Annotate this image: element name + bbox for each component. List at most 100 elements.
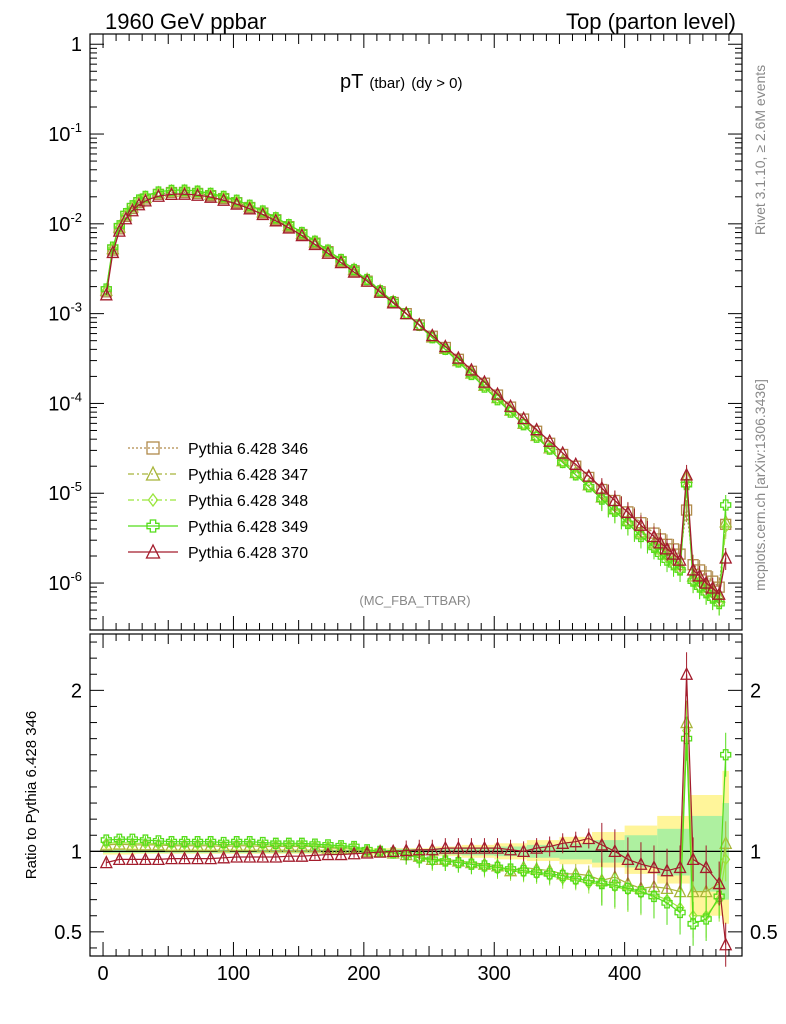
data-point	[178, 184, 191, 196]
data-point	[680, 504, 693, 516]
ratio-point	[595, 837, 609, 851]
ratio-point	[530, 840, 544, 854]
data-point	[608, 493, 622, 507]
ratio-point	[465, 858, 478, 870]
ratio-point	[503, 842, 518, 856]
data-point	[706, 580, 720, 594]
ratio-series-1	[99, 700, 733, 914]
data-point	[544, 443, 556, 455]
data-point	[660, 541, 674, 555]
ratio-point	[165, 836, 178, 848]
data-point	[477, 374, 492, 388]
data-point	[503, 398, 518, 412]
ratio-point	[686, 851, 700, 866]
ratio-point	[634, 856, 648, 870]
data-point	[373, 284, 387, 298]
y-tick-label-base: 10	[48, 573, 70, 595]
data-point	[596, 493, 608, 505]
data-point	[557, 456, 569, 469]
data-point	[243, 201, 257, 215]
ratio-point	[99, 855, 113, 869]
ratio-point	[700, 913, 712, 925]
legend-label: Pythia 6.428 347	[188, 467, 308, 484]
x-tick-label: 100	[217, 963, 250, 985]
series-line	[105, 189, 727, 605]
ratio-point	[426, 853, 438, 866]
ratio-point	[204, 851, 218, 865]
ratio-point	[544, 868, 556, 880]
data-point	[177, 186, 192, 200]
ratio-point	[719, 937, 733, 951]
ratio-point	[244, 836, 256, 848]
ratio-series-4	[99, 652, 733, 967]
ratio-point	[647, 859, 661, 874]
ratio-point	[439, 855, 451, 867]
ratio-point	[191, 836, 204, 848]
data-point	[634, 517, 648, 531]
ratio-point	[661, 897, 673, 909]
data-point	[282, 220, 296, 234]
ratio-point	[374, 845, 386, 857]
ratio-point	[596, 877, 608, 890]
data-point	[680, 478, 693, 491]
ratio-point	[491, 861, 504, 874]
data-point	[336, 254, 346, 267]
data-point	[295, 228, 309, 242]
ratio-point	[543, 839, 557, 853]
y-tick-label: 10-6	[48, 569, 82, 595]
data-point	[438, 339, 452, 353]
ratio-point	[609, 879, 621, 891]
ratio-line	[106, 674, 727, 945]
data-point	[347, 264, 361, 278]
y-tick-label-base: 10	[48, 304, 70, 326]
ratio-point	[504, 863, 517, 875]
ratio-point	[557, 869, 569, 882]
ratio-point	[283, 837, 295, 849]
y-tick-label-exponent: -3	[70, 300, 82, 315]
data-point	[119, 211, 133, 225]
data-point	[556, 445, 570, 459]
series-5	[99, 186, 733, 607]
data-point	[699, 575, 713, 589]
y-tick-label-exponent: -1	[70, 120, 82, 135]
y-tick-label: 10-3	[48, 300, 82, 326]
y-tick-label: 10-5	[48, 479, 82, 505]
data-point	[712, 586, 726, 600]
ratio-point	[452, 856, 465, 869]
ratio-point	[712, 876, 726, 890]
ratio-point	[674, 906, 686, 919]
data-point	[386, 295, 400, 309]
ratio-point	[648, 890, 660, 903]
data-point	[686, 562, 700, 576]
data-point	[713, 597, 725, 610]
data-point	[217, 192, 231, 206]
legend-marker	[145, 465, 161, 481]
data-point	[399, 306, 413, 320]
data-point	[517, 411, 531, 425]
ratio-y-tick-label-right: 1	[750, 841, 761, 863]
ratio-point	[680, 666, 694, 680]
x-tick-label: 200	[347, 963, 380, 985]
data-point	[570, 469, 582, 481]
data-point	[269, 213, 283, 227]
data-point	[133, 194, 145, 206]
y-tick-label-base: 10	[48, 124, 70, 146]
y-tick-label: 10-2	[48, 210, 82, 236]
ratio-point	[269, 849, 283, 863]
data-point	[570, 460, 582, 472]
ratio-plot-frame	[89, 633, 743, 957]
data-point	[621, 505, 635, 519]
ratio-point	[400, 848, 412, 861]
series-line	[105, 190, 727, 599]
ratio-point	[218, 836, 230, 849]
main-series-layer	[99, 183, 733, 616]
ratio-point	[322, 839, 334, 851]
ratio-point	[412, 842, 426, 856]
data-point	[666, 546, 681, 560]
ratio-point	[231, 836, 243, 848]
data-point	[647, 529, 661, 543]
ratio-point	[126, 833, 139, 845]
data-point	[191, 187, 205, 201]
data-point	[674, 564, 686, 576]
